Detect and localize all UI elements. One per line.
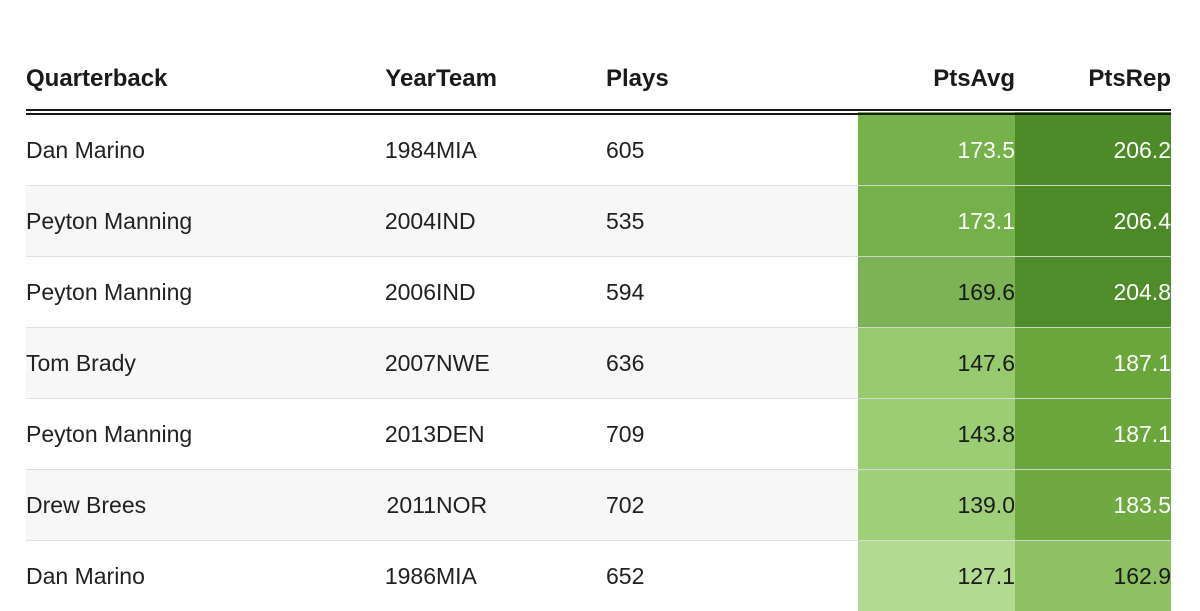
cell-ptsavg: 143.8	[858, 399, 1015, 470]
cell-plays: 702	[606, 470, 858, 541]
cell-ptsavg: 127.1	[858, 541, 1015, 611]
cell-year: 2006	[370, 257, 436, 328]
table-body: Dan Marino 1984 MIA 605 173.5 206.2 Peyt…	[26, 112, 1171, 611]
table-row: Peyton Manning 2006 IND 594 169.6 204.8	[26, 257, 1171, 328]
qb-stats-table: Quarterback Year Team Plays PtsAvg PtsRe…	[26, 50, 1171, 611]
table-row: Dan Marino 1984 MIA 605 173.5 206.2	[26, 112, 1171, 186]
qb-stats-table-container: Quarterback Year Team Plays PtsAvg PtsRe…	[26, 50, 1171, 611]
cell-year: 1984	[370, 112, 436, 186]
cell-ptsavg: 147.6	[858, 328, 1015, 399]
cell-ptsrep: 206.2	[1015, 112, 1171, 186]
cell-plays: 605	[606, 112, 858, 186]
cell-quarterback: Drew Brees	[26, 470, 370, 541]
column-header-ptsrep: PtsRep	[1015, 50, 1171, 112]
cell-year: 2013	[370, 399, 436, 470]
cell-ptsavg: 169.6	[858, 257, 1015, 328]
cell-team: IND	[436, 186, 606, 257]
cell-ptsrep: 204.8	[1015, 257, 1171, 328]
cell-team: MIA	[436, 541, 606, 611]
table-header: Quarterback Year Team Plays PtsAvg PtsRe…	[26, 50, 1171, 112]
cell-year: 2011	[370, 470, 436, 541]
cell-ptsavg: 139.0	[858, 470, 1015, 541]
cell-quarterback: Peyton Manning	[26, 257, 370, 328]
table-row: Dan Marino 1986 MIA 652 127.1 162.9	[26, 541, 1171, 611]
cell-quarterback: Dan Marino	[26, 541, 370, 611]
cell-team: IND	[436, 257, 606, 328]
cell-ptsrep: 183.5	[1015, 470, 1171, 541]
cell-plays: 594	[606, 257, 858, 328]
cell-team: NOR	[436, 470, 606, 541]
cell-year: 1986	[370, 541, 436, 611]
cell-quarterback: Peyton Manning	[26, 399, 370, 470]
column-header-team: Team	[436, 50, 606, 112]
cell-quarterback: Peyton Manning	[26, 186, 370, 257]
cell-plays: 652	[606, 541, 858, 611]
cell-ptsavg: 173.1	[858, 186, 1015, 257]
cell-team: DEN	[436, 399, 606, 470]
cell-plays: 535	[606, 186, 858, 257]
table-row: Peyton Manning 2013 DEN 709 143.8 187.1	[26, 399, 1171, 470]
cell-plays: 636	[606, 328, 858, 399]
table-row: Tom Brady 2007 NWE 636 147.6 187.1	[26, 328, 1171, 399]
column-header-ptsavg: PtsAvg	[858, 50, 1015, 112]
cell-team: NWE	[436, 328, 606, 399]
column-header-year: Year	[370, 50, 436, 112]
cell-ptsrep: 187.1	[1015, 328, 1171, 399]
cell-year: 2004	[370, 186, 436, 257]
cell-ptsavg: 173.5	[858, 112, 1015, 186]
column-header-quarterback: Quarterback	[26, 50, 370, 112]
header-row: Quarterback Year Team Plays PtsAvg PtsRe…	[26, 50, 1171, 112]
cell-quarterback: Tom Brady	[26, 328, 370, 399]
table-row: Drew Brees 2011 NOR 702 139.0 183.5	[26, 470, 1171, 541]
table-row: Peyton Manning 2004 IND 535 173.1 206.4	[26, 186, 1171, 257]
cell-quarterback: Dan Marino	[26, 112, 370, 186]
cell-plays: 709	[606, 399, 858, 470]
cell-year: 2007	[370, 328, 436, 399]
column-header-plays: Plays	[606, 50, 858, 112]
cell-ptsrep: 162.9	[1015, 541, 1171, 611]
cell-ptsrep: 206.4	[1015, 186, 1171, 257]
cell-team: MIA	[436, 112, 606, 186]
cell-ptsrep: 187.1	[1015, 399, 1171, 470]
